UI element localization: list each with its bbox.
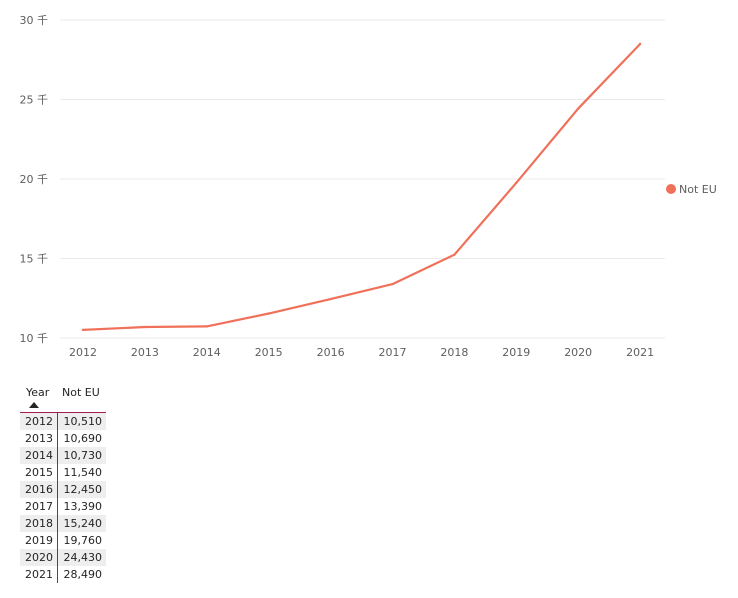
table-row: 2015 11,540 xyxy=(20,464,106,481)
not-eu-header-label: Not EU xyxy=(62,386,100,399)
x-tick-label: 2016 xyxy=(317,346,345,359)
year-column-header[interactable]: Year xyxy=(20,386,58,412)
y-tick-label: 15 千 xyxy=(20,253,49,266)
line-chart: 10 千 15 千 20 千 25 千 30 千 2012 2013 2014 2015 2016… xyxy=(20,14,717,359)
data-point xyxy=(515,181,518,185)
not-eu-value-cell: 28,490 xyxy=(63,568,103,581)
legend-label: Not EU xyxy=(679,183,717,196)
table-row: 2021 28,490 xyxy=(20,566,106,583)
year-cell: 2016 xyxy=(20,481,58,498)
x-tick-label: 2018 xyxy=(440,346,468,359)
table-row: 2013 10,690 xyxy=(20,430,106,447)
x-tick-label: 2015 xyxy=(255,346,283,359)
not-eu-value-cell: 24,430 xyxy=(63,551,103,564)
table-row: 2014 10,730 xyxy=(20,447,106,464)
data-point xyxy=(391,282,394,286)
x-tick-label: 2014 xyxy=(193,346,221,359)
table-header: Year Not EU xyxy=(20,386,106,413)
table-row: 2018 15,240 xyxy=(20,515,106,532)
not-eu-value-cell: 12,450 xyxy=(63,483,103,496)
series-line-not-eu xyxy=(82,43,641,331)
year-cell: 2012 xyxy=(20,413,58,430)
year-cell: 2015 xyxy=(20,464,58,481)
data-point xyxy=(81,328,85,332)
table-row: 2020 24,430 xyxy=(20,549,106,566)
data-point xyxy=(143,325,147,329)
year-cell: 2020 xyxy=(20,549,58,566)
not-eu-value-cell: 10,730 xyxy=(63,449,103,462)
table-row: 2019 19,760 xyxy=(20,532,106,549)
year-header-label: Year xyxy=(26,386,50,399)
year-cell: 2018 xyxy=(20,515,58,532)
y-tick-label: 30 千 xyxy=(20,14,49,27)
year-cell: 2017 xyxy=(20,498,58,515)
data-point xyxy=(577,107,580,110)
not-eu-value-cell: 10,510 xyxy=(63,415,103,428)
legend-marker-icon xyxy=(666,184,676,194)
not-eu-value-cell: 19,760 xyxy=(63,534,103,547)
data-point xyxy=(267,312,270,315)
table-body: 2012 10,510 2013 10,690 2014 10,730 2015 11,540… xyxy=(20,413,106,583)
not-eu-value-cell: 11,540 xyxy=(63,466,103,479)
table-row: 2016 12,450 xyxy=(20,481,106,498)
year-cell: 2013 xyxy=(20,430,58,447)
x-tick-label: 2012 xyxy=(69,346,97,359)
x-tick-label: 2021 xyxy=(626,346,654,359)
not-eu-column-header[interactable]: Not EU xyxy=(58,386,106,412)
data-point xyxy=(205,325,208,328)
year-cell: 2014 xyxy=(20,447,58,464)
y-tick-label: 10 千 xyxy=(20,332,49,345)
not-eu-value-cell: 15,240 xyxy=(63,517,103,530)
y-tick-label: 20 千 xyxy=(20,173,49,186)
x-tick-label: 2020 xyxy=(564,346,592,359)
data-table: Year Not EU 2012 10,510 2013 10,690 2014 10,7… xyxy=(20,386,106,583)
data-point xyxy=(453,253,456,256)
sort-ascending-icon[interactable] xyxy=(29,402,39,408)
x-tick-label: 2013 xyxy=(131,346,159,359)
x-tick-label: 2019 xyxy=(502,346,530,359)
table-row: 2012 10,510 xyxy=(20,413,106,430)
not-eu-value-cell: 13,390 xyxy=(63,500,103,513)
data-point xyxy=(638,42,642,46)
data-point xyxy=(329,297,332,301)
y-tick-label: 25 千 xyxy=(20,94,49,107)
year-cell: 2019 xyxy=(20,532,58,549)
year-cell: 2021 xyxy=(20,566,58,583)
not-eu-value-cell: 10,690 xyxy=(63,432,103,445)
x-tick-label: 2017 xyxy=(379,346,407,359)
table-row: 2017 13,390 xyxy=(20,498,106,515)
